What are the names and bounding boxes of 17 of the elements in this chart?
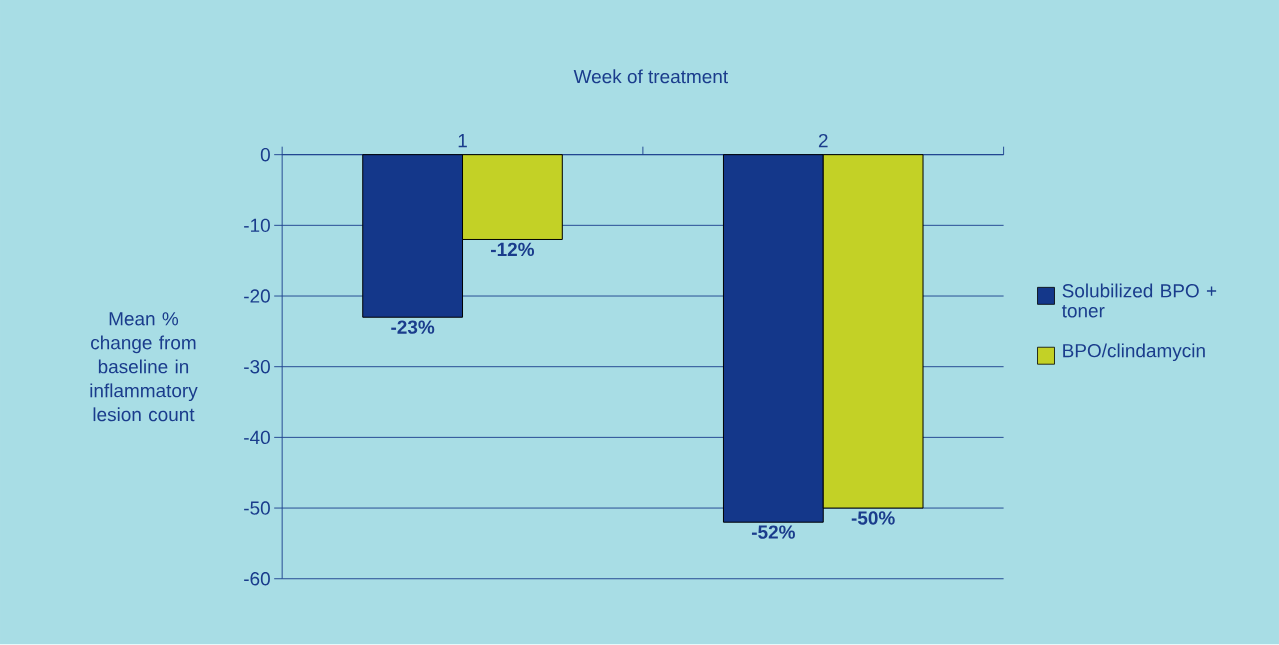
x-axis-title: Week of treatment: [573, 69, 728, 84]
y-axis-title: Mean % change from baseline in inflammatory lesion count: [90, 312, 198, 422]
y-tick-label: -50: [244, 501, 270, 515]
y-tick-label: -20: [244, 289, 270, 303]
y-tick-label: -60: [244, 572, 270, 586]
data-label: -23%: [391, 320, 435, 335]
data-label: -12%: [491, 242, 535, 257]
y-tick-label: -10: [244, 218, 270, 233]
legend-label: Solubilized BPO + toner: [1061, 283, 1217, 318]
y-tick-label: -40: [244, 430, 270, 445]
data-label: -52%: [751, 525, 795, 540]
x-tick-label: 1: [458, 134, 467, 148]
data-label: -50%: [851, 511, 895, 525]
legend-label: BPO/clindamycin: [1063, 343, 1205, 362]
y-tick-label: -30: [244, 360, 270, 374]
y-tick-label: 0: [260, 148, 270, 162]
x-tick-label: 2: [818, 134, 828, 148]
